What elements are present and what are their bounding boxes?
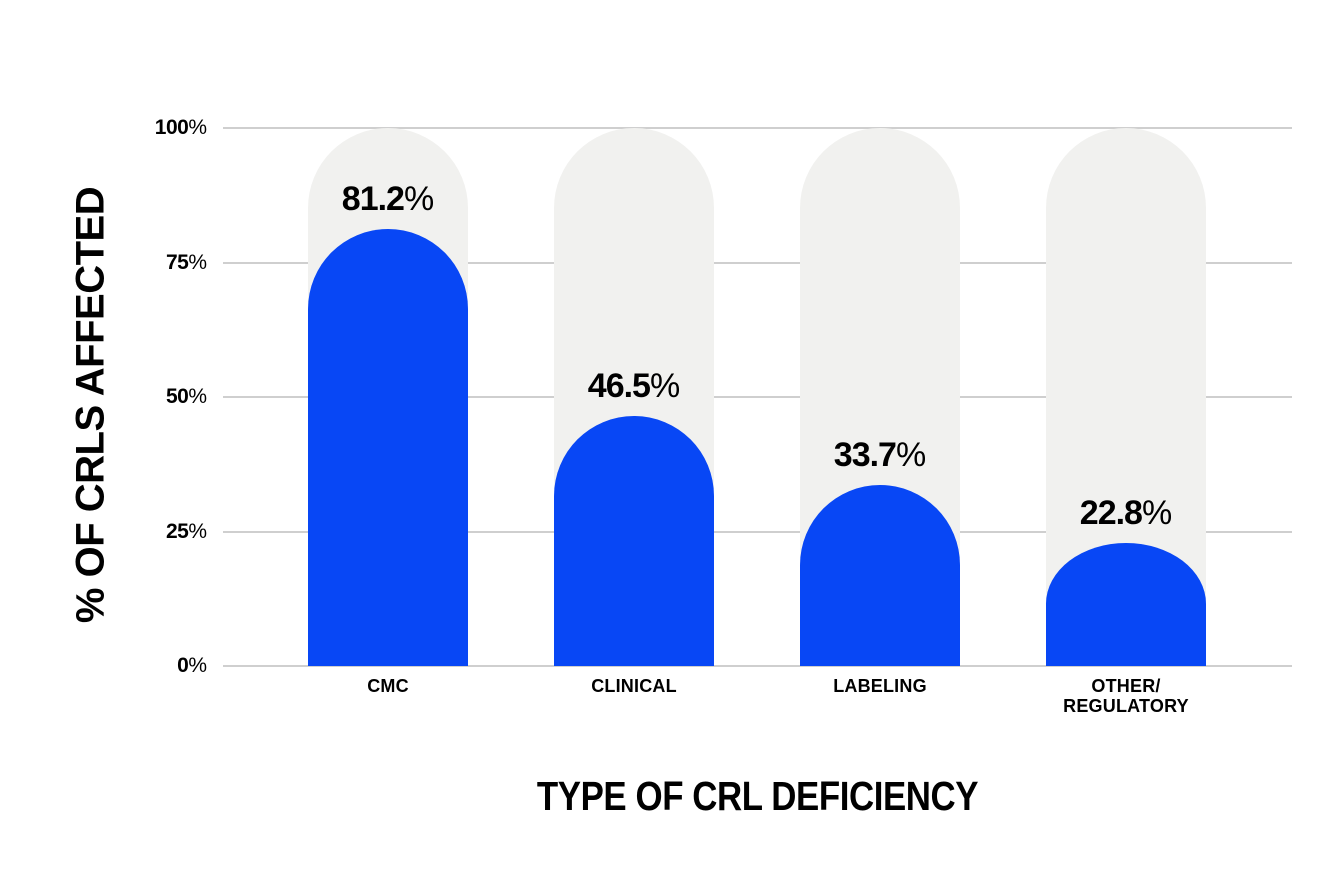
y-tick-label: 25% [115,518,207,546]
category-label-cmc: CMC [367,676,409,696]
gridline [223,396,1292,398]
y-tick-label: 100% [115,114,207,142]
x-axis-title-text: TYPE OF CRL DEFICIENCY [536,773,979,819]
label-number: 100 [154,116,189,139]
label-number: 0 [177,654,189,677]
bar-value-label: 33.7% [770,437,990,473]
bar-value-label: 46.5% [524,368,744,404]
bar-clinical [554,416,714,666]
bar-value-label: 22.8% [1016,495,1236,531]
label-number: 46.5 [587,367,651,405]
label-number: 22.8 [1079,494,1143,532]
bar-cmc [308,229,468,666]
percent-sign: % [188,519,207,543]
bar-track: 22.8% [1046,128,1206,666]
percent-sign: % [1141,494,1173,532]
y-tick-label: 50% [115,383,207,411]
bar-labeling [800,485,960,666]
percent-sign: % [188,385,207,408]
bar-other-regulatory [1046,543,1206,666]
category-label-labeling: LABELING [833,676,927,696]
percent-sign: % [649,367,681,405]
y-tick-label: 0% [115,652,207,680]
gridline [223,665,1292,667]
category-label-clinical: CLINICAL [591,676,677,696]
y-axis-title: % OF CRLS AFFECTED [68,186,113,624]
label-number: 33.7 [833,436,897,474]
label-number: 81.2 [341,180,405,218]
category-label-other-regulatory: OTHER/ REGULATORY [1063,676,1189,716]
percent-sign: % [188,116,207,139]
bar-track: 81.2% [308,128,468,666]
x-axis-title: TYPE OF CRL DEFICIENCY [223,773,1292,820]
label-number: 50 [165,385,189,408]
percent-sign: % [403,180,435,218]
label-number: 25 [165,519,189,543]
gridline [223,127,1292,129]
gridline [223,261,1292,264]
bar-track: 33.7% [800,128,960,666]
percent-sign: % [188,654,207,677]
gridline [223,530,1292,533]
bar-track: 46.5% [554,128,714,666]
percent-sign: % [895,436,927,474]
bar-value-label: 81.2% [278,181,498,217]
percent-sign: % [188,250,207,274]
label-number: 75 [165,250,189,274]
y-tick-label: 75% [115,249,207,277]
